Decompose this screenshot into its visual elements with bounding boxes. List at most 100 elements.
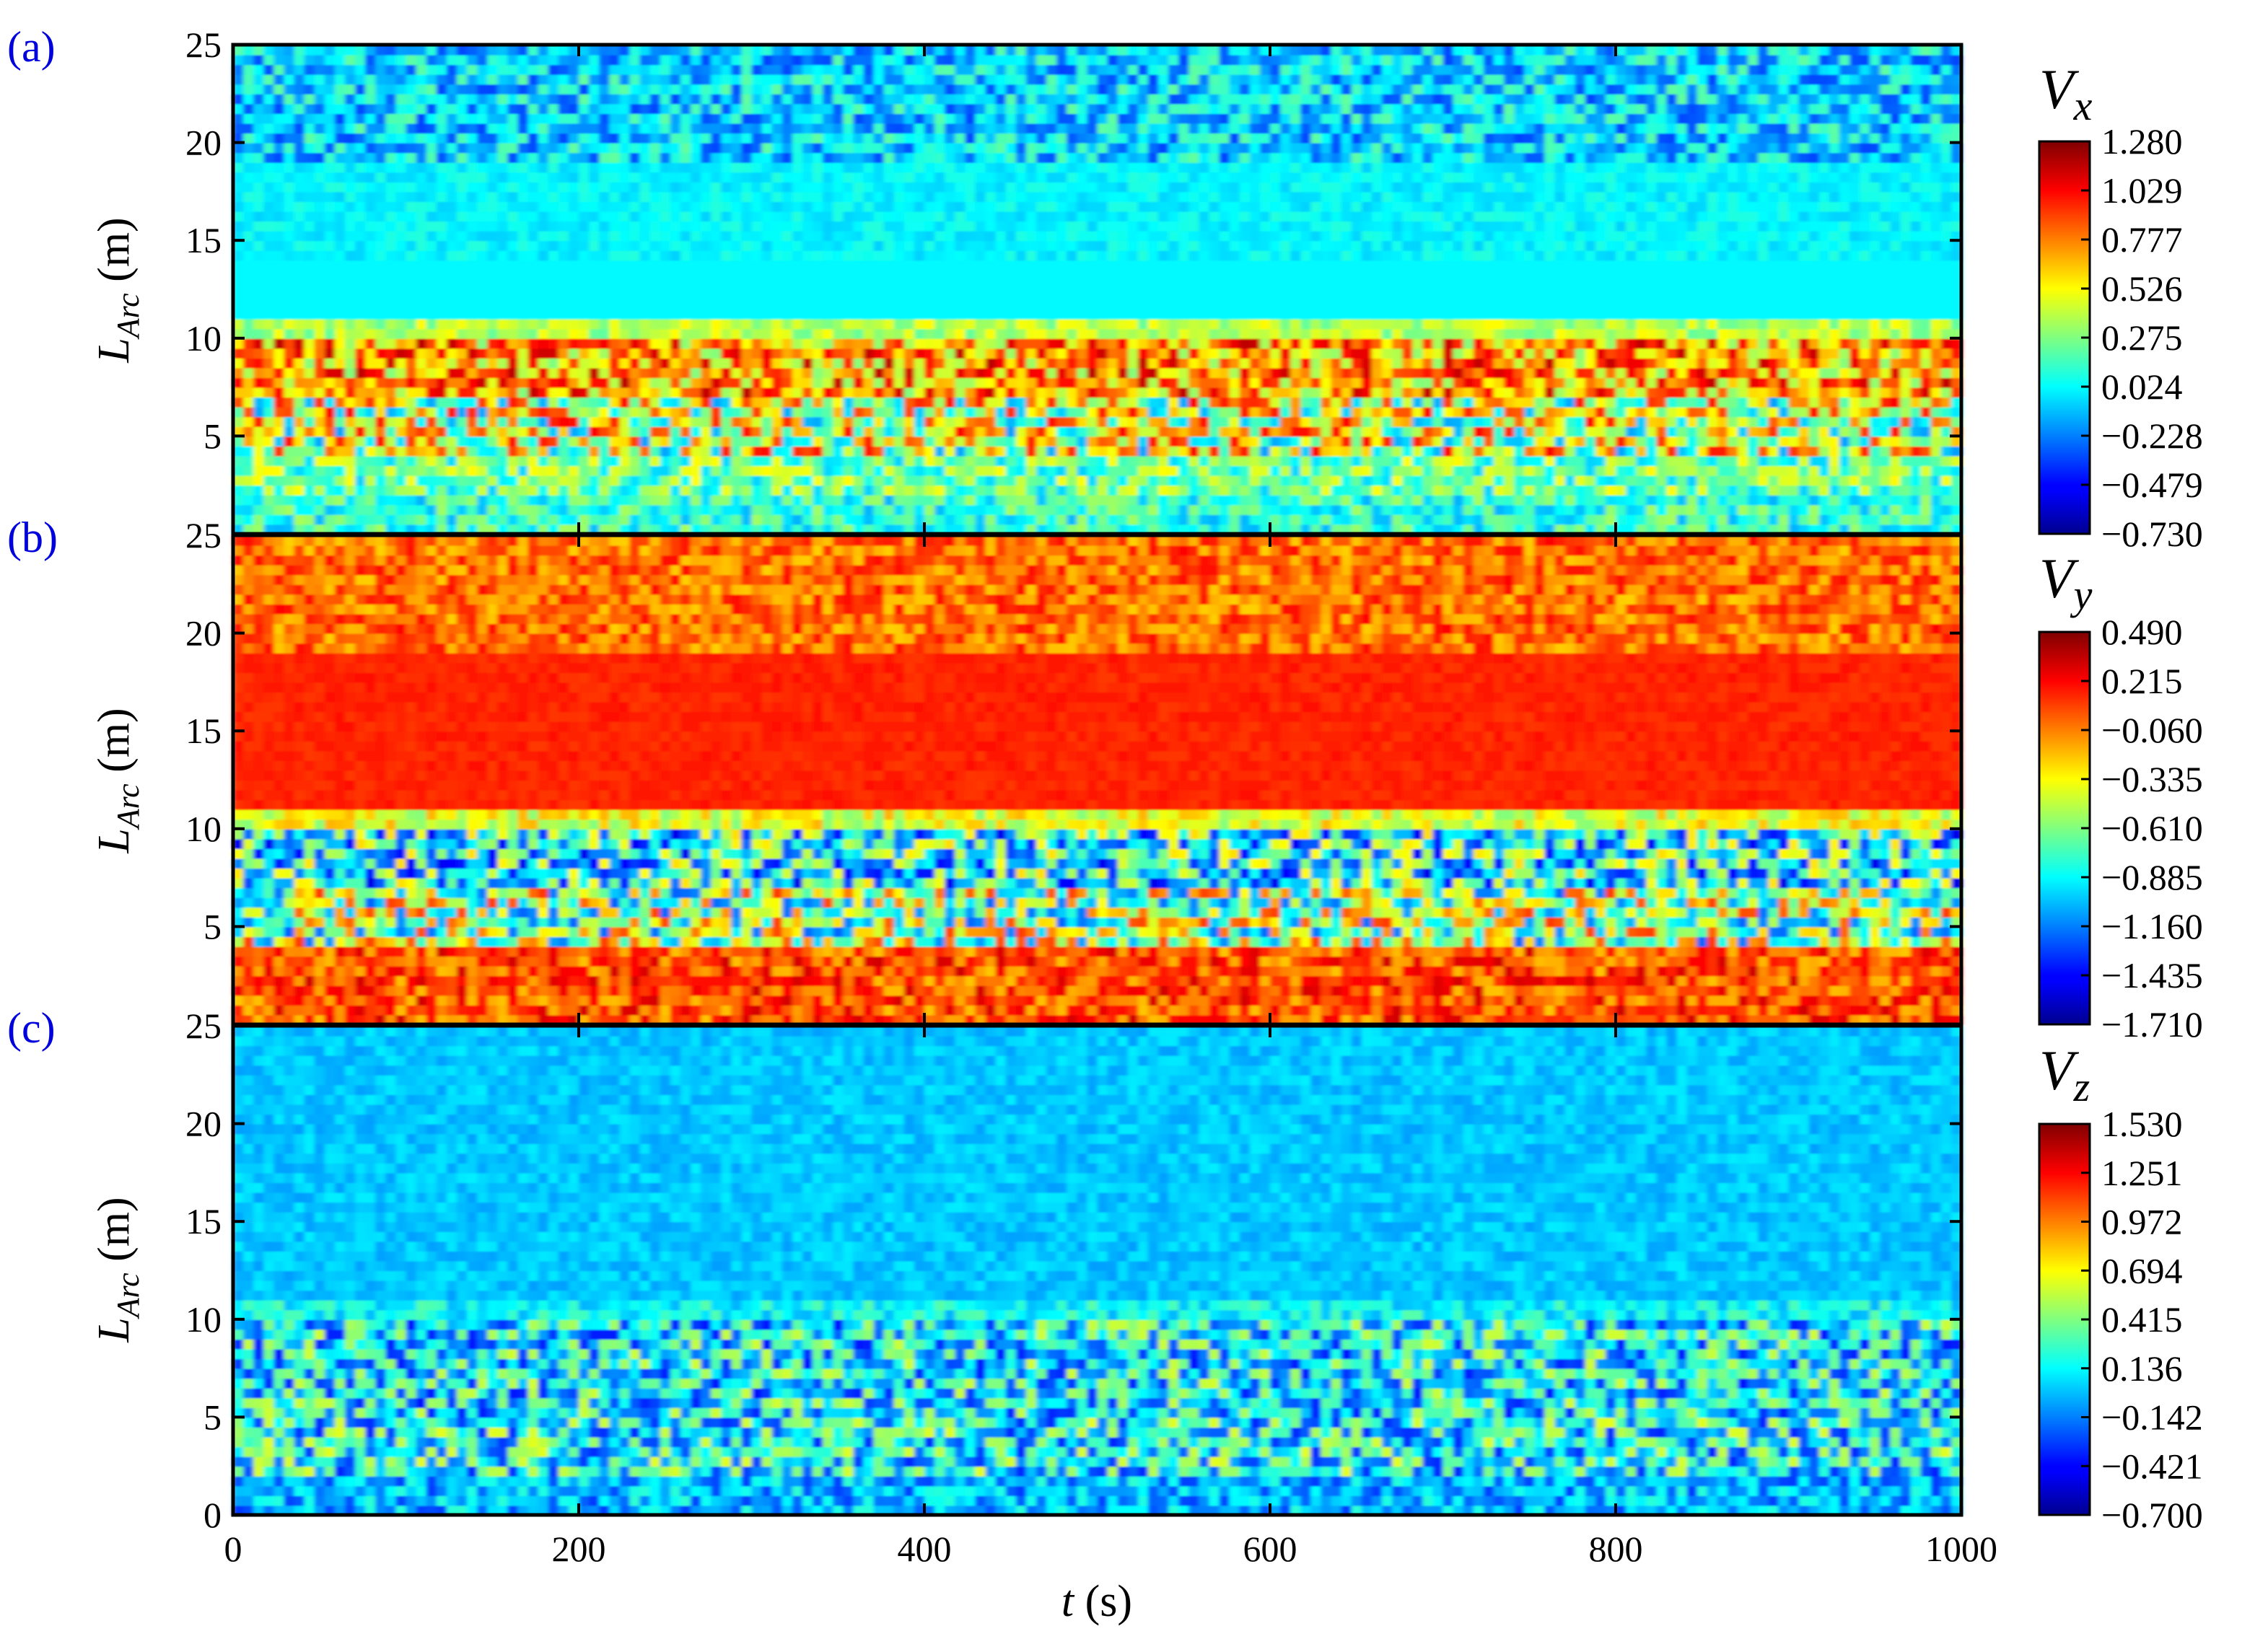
heatmap-cell [985, 328, 997, 339]
heatmap-cell [1127, 446, 1139, 457]
heatmap-cell [914, 524, 925, 535]
heatmap-cell [1524, 260, 1536, 271]
heatmap-cell [660, 289, 671, 300]
heatmap-cell [1656, 504, 1668, 515]
heatmap-cell [1015, 426, 1027, 437]
heatmap-cell [1829, 338, 1840, 349]
heatmap-cell [1239, 260, 1251, 271]
heatmap-cell [1402, 397, 1414, 408]
heatmap-cell [1392, 318, 1404, 330]
heatmap-cell [365, 328, 377, 339]
heatmap-cell [1473, 494, 1484, 506]
heatmap-cell [1738, 406, 1749, 418]
heatmap-cell [1880, 465, 1891, 476]
heatmap-cell [670, 446, 681, 457]
heatmap-cell [1738, 504, 1749, 515]
heatmap-cell [1097, 406, 1108, 418]
heatmap-cell [1199, 367, 1210, 379]
heatmap-cell [792, 524, 803, 535]
heatmap-cell [1504, 475, 1515, 486]
heatmap-cell [1666, 504, 1678, 515]
heatmap-cell [1229, 436, 1240, 447]
heatmap-cell [426, 318, 437, 330]
heatmap-cell [1534, 455, 1546, 467]
heatmap-cell [558, 328, 569, 339]
heatmap-cell [883, 524, 895, 535]
heatmap-cell [619, 455, 631, 467]
heatmap-cell [1930, 269, 1942, 281]
heatmap-cell [558, 269, 569, 281]
heatmap-cell [1300, 406, 1312, 418]
heatmap-cell [1728, 328, 1739, 339]
heatmap-cell [771, 279, 783, 290]
heatmap-cell [1738, 387, 1749, 398]
heatmap-cell [781, 426, 793, 437]
heatmap-cell [1717, 406, 1728, 418]
heatmap-cell [1483, 455, 1494, 467]
heatmap-cell [1067, 250, 1078, 261]
heatmap-cell [660, 397, 671, 408]
heatmap-cell [1219, 485, 1230, 496]
heatmap-cell [1178, 309, 1190, 320]
heatmap-cell [304, 465, 315, 476]
heatmap-cell [771, 416, 783, 427]
heatmap-cell [548, 436, 559, 447]
heatmap-cell [456, 250, 468, 261]
heatmap-cell [1422, 406, 1434, 418]
heatmap-cell [1473, 338, 1484, 349]
heatmap-cell [741, 309, 753, 320]
heatmap-cell [995, 406, 1007, 418]
heatmap-cell [1646, 416, 1658, 427]
heatmap-cell [263, 387, 275, 398]
heatmap-cell [304, 514, 315, 525]
heatmap-cell [1483, 436, 1494, 447]
heatmap-cell [334, 436, 346, 447]
heatmap-cell [751, 426, 763, 437]
heatmap-cell [1025, 309, 1037, 320]
heatmap-cell [1940, 406, 1952, 418]
heatmap-cell [955, 504, 966, 515]
heatmap-cell [629, 289, 641, 300]
heatmap-cell [233, 465, 245, 476]
heatmap-cell [731, 524, 743, 535]
heatmap-cell [883, 328, 895, 339]
heatmap-cell [579, 367, 590, 379]
heatmap-cell [1788, 504, 1800, 515]
heatmap-cell [294, 504, 305, 515]
heatmap-cell [1595, 485, 1606, 496]
heatmap-cell [1442, 260, 1454, 271]
heatmap-cell [1209, 416, 1220, 427]
heatmap-cell [467, 397, 478, 408]
heatmap-cell [385, 446, 397, 457]
heatmap-cell [477, 485, 489, 496]
heatmap-cell [1575, 406, 1586, 418]
heatmap-cell [1168, 397, 1180, 408]
heatmap-cell [883, 377, 895, 388]
heatmap-cell [273, 299, 285, 310]
heatmap-cell [1636, 485, 1647, 496]
heatmap-cell [1676, 436, 1688, 447]
heatmap-cell [1453, 455, 1464, 467]
heatmap-cell [467, 328, 478, 339]
heatmap-cell [446, 318, 457, 330]
heatmap-cell [467, 416, 478, 427]
heatmap-cell [1432, 465, 1444, 476]
heatmap-cell [1147, 446, 1159, 457]
heatmap-cell [1270, 416, 1282, 427]
heatmap-cell [1067, 309, 1078, 320]
heatmap-cell [639, 387, 651, 398]
heatmap-cell [1585, 416, 1596, 427]
heatmap-cell [1117, 269, 1129, 281]
heatmap-cell [1259, 465, 1271, 476]
heatmap-cell [1473, 475, 1484, 486]
heatmap-cell [1880, 338, 1891, 349]
heatmap-cell [1748, 475, 1759, 486]
heatmap-cell [406, 367, 417, 379]
heatmap-cell [1493, 357, 1505, 369]
heatmap-cell [243, 465, 255, 476]
heatmap-cell [1544, 279, 1556, 290]
heatmap-cell [1056, 475, 1068, 486]
heatmap-cell [1900, 446, 1912, 457]
heatmap-cell [1463, 279, 1474, 290]
heatmap-cell [1808, 279, 1820, 290]
